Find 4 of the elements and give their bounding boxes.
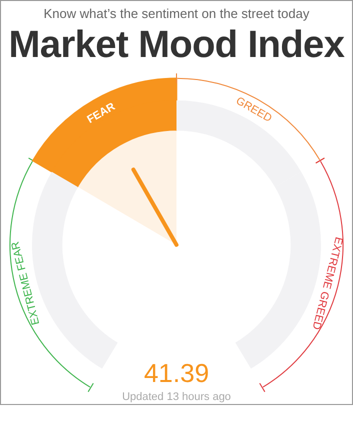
text: Updated 13 hours ago bbox=[122, 390, 231, 403]
text: 41.39 bbox=[144, 358, 210, 388]
chart-title: Market Mood Index bbox=[8, 24, 346, 67]
chart-subtitle: Know what’s the sentiment on the street today bbox=[42, 6, 310, 21]
